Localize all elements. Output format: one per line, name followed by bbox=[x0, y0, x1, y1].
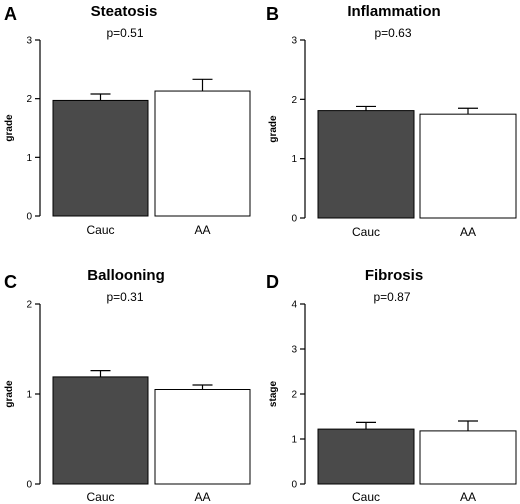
y-tick-label: 1 bbox=[26, 153, 32, 164]
x-category-label: AA bbox=[194, 223, 210, 237]
bar-cauc bbox=[317, 428, 415, 485]
x-category-label: Cauc bbox=[86, 490, 114, 504]
chart-title: Steatosis bbox=[91, 3, 158, 20]
y-axis-label: grade bbox=[4, 114, 15, 142]
y-tick-label: 0 bbox=[26, 212, 32, 223]
y-tick-label: 2 bbox=[291, 95, 297, 106]
chart-title: Fibrosis bbox=[365, 267, 423, 284]
bar-cauc bbox=[317, 110, 415, 219]
chart-panel-d: D Fibrosis p=0.87 0 1 2 3 4 stage Cauc AA bbox=[266, 267, 517, 504]
bar-cauc bbox=[52, 99, 149, 217]
p-value-annotation: p=0.87 bbox=[373, 290, 410, 304]
chart-panel-a: A Steatosis p=0.51 0 1 2 3 grade Cauc AA bbox=[4, 3, 251, 237]
chart-panel-b: B Inflammation p=0.63 0 1 2 3 grade Cauc AA bbox=[266, 3, 517, 239]
bar-cauc bbox=[52, 376, 149, 485]
panel-letter: D bbox=[266, 272, 279, 292]
panel-letter: A bbox=[4, 4, 17, 24]
x-category-label: Cauc bbox=[352, 490, 380, 504]
y-tick-label: 2 bbox=[291, 390, 297, 401]
y-tick-label: 2 bbox=[26, 94, 32, 105]
y-tick-label: 4 bbox=[291, 300, 297, 311]
chart-title: Ballooning bbox=[87, 267, 165, 284]
chart-title: Inflammation bbox=[347, 3, 440, 20]
y-tick-label: 3 bbox=[291, 36, 297, 47]
panel-letter: C bbox=[4, 272, 17, 292]
y-tick-label: 2 bbox=[26, 300, 32, 311]
y-tick-label: 1 bbox=[291, 435, 297, 446]
y-tick-label: 1 bbox=[26, 390, 32, 401]
y-tick-label: 3 bbox=[26, 36, 32, 47]
x-category-label: Cauc bbox=[352, 225, 380, 239]
y-tick-label: 0 bbox=[291, 214, 297, 225]
y-tick-label: 3 bbox=[291, 345, 297, 356]
y-tick-label: 0 bbox=[291, 480, 297, 491]
p-value-annotation: p=0.31 bbox=[106, 290, 143, 304]
y-tick-label: 0 bbox=[26, 480, 32, 491]
y-axis-label: stage bbox=[268, 381, 279, 408]
p-value-annotation: p=0.51 bbox=[106, 26, 143, 40]
bar-aa bbox=[419, 113, 517, 219]
x-category-label: AA bbox=[460, 490, 476, 504]
chart-panel-c: C Ballooning p=0.31 0 1 2 grade Cauc AA bbox=[4, 267, 251, 504]
x-category-label: AA bbox=[194, 490, 210, 504]
bar-aa bbox=[154, 90, 251, 217]
p-value-annotation: p=0.63 bbox=[374, 26, 411, 40]
x-category-label: AA bbox=[460, 225, 476, 239]
x-category-label: Cauc bbox=[86, 223, 114, 237]
bar-aa bbox=[154, 389, 251, 485]
panel-letter: B bbox=[266, 4, 279, 24]
y-axis-label: grade bbox=[268, 115, 279, 143]
y-tick-label: 1 bbox=[291, 154, 297, 165]
y-axis-label: grade bbox=[4, 380, 15, 408]
bar-aa bbox=[419, 430, 517, 485]
